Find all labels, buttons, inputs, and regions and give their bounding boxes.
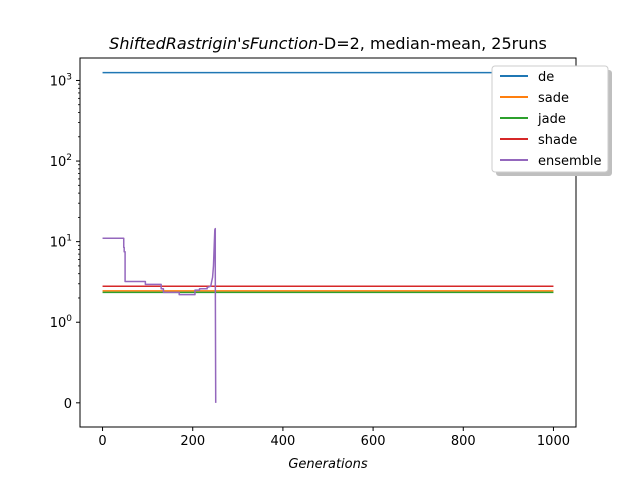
- x-tick-label: 200: [180, 434, 205, 449]
- legend-box: [491, 65, 609, 173]
- x-tick-label: 1000: [537, 434, 570, 449]
- x-axis-label: Generations: [288, 457, 368, 472]
- series-group: [102, 71, 554, 403]
- legend: de sade jade shade ensemble: [491, 65, 612, 176]
- legend-label-ensemble: ensemble: [538, 154, 602, 169]
- plot-frame: [79, 57, 577, 428]
- y-tick-label: 100: [50, 314, 73, 331]
- chart-title: ShiftedRastrigin'sFunction-D=2, median-m…: [109, 34, 547, 53]
- y-axis: 0 100 101 102 103: [50, 72, 80, 412]
- series-line-ensemble: [102, 227, 217, 403]
- y-tick-label: 0: [64, 397, 72, 412]
- y-tick-label: 103: [50, 72, 72, 89]
- y-tick-label: 101: [50, 234, 72, 251]
- x-tick-label: 600: [361, 434, 386, 449]
- x-tick-label: 0: [98, 434, 106, 449]
- legend-label-shade: shade: [538, 133, 577, 148]
- legend-label-de: de: [538, 70, 554, 85]
- legend-label-sade: sade: [538, 91, 569, 106]
- x-tick-label: 800: [451, 434, 476, 449]
- legend-label-jade: jade: [537, 112, 566, 127]
- y-tick-label: 102: [50, 153, 72, 170]
- x-axis: 0 200 400 600 800 1000: [98, 427, 570, 449]
- x-tick-label: 400: [270, 434, 295, 449]
